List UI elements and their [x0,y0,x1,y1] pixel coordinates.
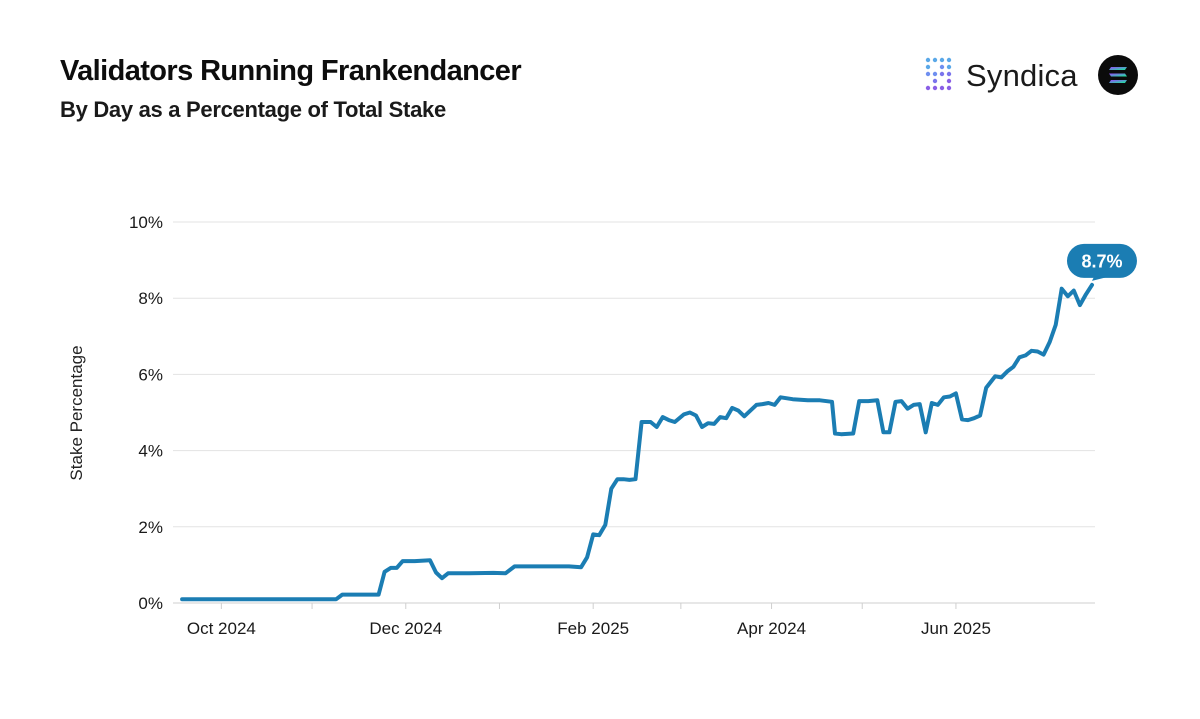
y-tick-label: 10% [129,213,163,232]
x-tick-label: Dec 2024 [369,619,442,638]
y-tick-label: 4% [138,442,163,461]
y-tick-label: 6% [138,365,163,384]
solana-logo-icon [1109,67,1127,83]
y-tick-label: 8% [138,289,163,308]
callout-label: 8.7% [1081,251,1122,271]
x-tick-label: Apr 2024 [737,619,806,638]
x-tick-label: Oct 2024 [187,619,256,638]
x-tick-label: Feb 2025 [557,619,629,638]
solana-badge [1098,55,1138,95]
x-tick-label: Jun 2025 [921,619,991,638]
callout-pointer [1091,276,1108,281]
series-line [180,282,1094,602]
syndica-logo-icon [925,57,952,91]
brand-name: Syndica [966,58,1078,93]
value-callout [1066,243,1137,278]
chart-title: Validators Running Frankendancer [60,55,522,87]
y-tick-label: 0% [138,594,163,613]
y-tick-label: 2% [138,518,163,537]
chart-subtitle: By Day as a Percentage of Total Stake [60,97,446,122]
